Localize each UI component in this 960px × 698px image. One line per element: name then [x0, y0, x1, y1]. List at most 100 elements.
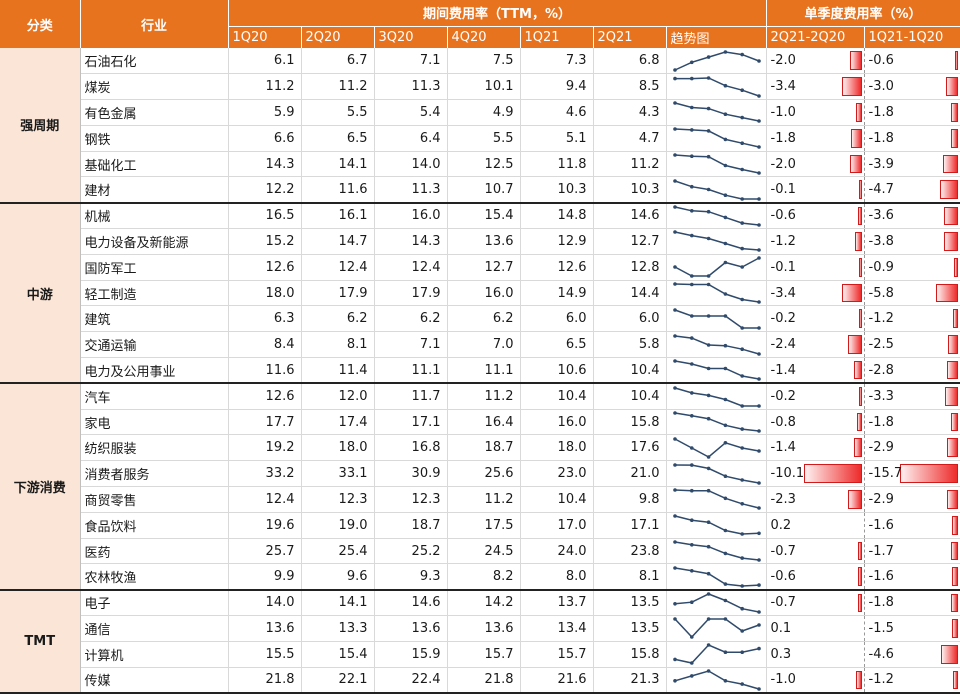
- ttm-value-cell: 16.0: [447, 280, 521, 307]
- ttm-value-cell: 15.8: [593, 641, 667, 668]
- category-cell: TMT: [0, 589, 81, 694]
- table-row: 纺织服装 19.2 18.0 16.8 18.7 18.0 17.6 -1.4 -2.9: [0, 434, 960, 462]
- ttm-value-cell: 13.6: [374, 615, 448, 642]
- trend-cell: [666, 280, 767, 307]
- ttm-value-cell: 16.0: [374, 202, 448, 230]
- ttm-value-cell: 10.4: [520, 383, 594, 410]
- ttm-value-cell: 15.7: [447, 641, 521, 668]
- industry-cell: 电力及公用事业: [80, 357, 229, 385]
- sparkline-point: [706, 314, 710, 318]
- ttm-value-cell: 17.5: [447, 512, 521, 539]
- trend-cell: [666, 305, 767, 333]
- delta-1q-value: -4.6: [868, 646, 894, 662]
- sparkline-point: [706, 342, 710, 347]
- sparkline-point: [706, 129, 710, 133]
- ttm-value-cell: 19.0: [301, 512, 375, 539]
- delta-bar: [940, 644, 958, 664]
- delta-2q-cell: -0.1: [766, 176, 865, 204]
- delta-2q-cell: -0.6: [766, 202, 865, 230]
- ttm-value-cell: 11.2: [301, 73, 375, 101]
- sparkline-point: [756, 248, 761, 253]
- delta-bar: [858, 567, 862, 586]
- ttm-value-cell: 11.1: [374, 357, 448, 385]
- delta-bar: [858, 387, 862, 406]
- sparkline-line: [674, 206, 759, 226]
- sparkline-line: [674, 489, 759, 510]
- sparkline-point: [723, 242, 727, 246]
- delta-1q-cell: -3.0: [864, 73, 960, 101]
- table-row: 医药 25.7 25.4 25.2 24.5 24.0 23.8 -0.7 -1.7: [0, 538, 960, 565]
- sparkline-point: [672, 67, 677, 72]
- table-row: 钢铁 6.6 6.5 6.4 5.5 5.1 4.7 -1.8 -1.8: [0, 125, 960, 152]
- delta-1q-cell: -1.2: [864, 305, 960, 333]
- ttm-value-cell: 14.8: [520, 202, 594, 230]
- sparkline-point: [756, 429, 761, 433]
- ttm-value-cell: 4.7: [593, 125, 667, 152]
- ttm-value-cell: 25.7: [228, 538, 302, 565]
- sparkline: [672, 565, 761, 588]
- delta-2q-value: -1.0: [770, 104, 796, 120]
- sparkline-line: [674, 593, 759, 613]
- delta-1q-value: -1.6: [868, 569, 894, 585]
- sparkline-point: [706, 466, 710, 470]
- ttm-value-cell: 17.6: [593, 434, 667, 462]
- sparkline-point: [739, 221, 744, 225]
- sparkline-line: [674, 76, 759, 97]
- sparkline-point: [723, 617, 727, 622]
- delta-1q-value: -4.7: [868, 182, 894, 198]
- sparkline: [672, 437, 761, 459]
- sparkline-point: [739, 650, 744, 655]
- delta-bar: [899, 464, 958, 484]
- sparkline: [672, 617, 761, 640]
- sparkline-point: [689, 208, 694, 213]
- sparkline-point: [706, 366, 710, 371]
- category-cell: 强周期: [0, 48, 81, 204]
- delta-2q-cell: -0.7: [766, 589, 865, 617]
- sparkline-point: [672, 282, 677, 286]
- sparkline-point: [672, 462, 677, 467]
- sparkline-point: [689, 106, 694, 110]
- sparkline: [672, 178, 761, 201]
- table-row: 交通运输 8.4 8.1 7.1 7.0 6.5 5.8 -2.4 -2.5: [0, 331, 960, 359]
- ttm-value-cell: 16.0: [520, 409, 594, 436]
- delta-2q-cell: 0.2: [766, 512, 865, 539]
- quarter-header: 1Q20: [228, 25, 302, 48]
- delta-bar: [858, 206, 862, 226]
- ttm-value-cell: 6.8: [593, 48, 667, 75]
- ttm-value-cell: 11.7: [374, 383, 448, 410]
- sparkline-point: [739, 606, 744, 611]
- delta-1q-value: -15.7: [868, 466, 903, 482]
- delta-2q-cell: -1.2: [766, 228, 865, 255]
- delta-2q-cell: -2.3: [766, 486, 865, 513]
- delta-bar: [858, 257, 862, 277]
- category-header: 分类: [0, 0, 81, 48]
- industry-cell: 交通运输: [80, 331, 229, 359]
- trend-cell: [666, 641, 767, 668]
- sparkline-point: [756, 531, 761, 536]
- sparkline-point: [706, 54, 710, 59]
- sparkline-line: [674, 179, 759, 200]
- ttm-value-cell: 10.6: [520, 357, 594, 385]
- sparkline-point: [723, 49, 727, 54]
- sparkline-point: [689, 390, 694, 395]
- delta-1q-cell: -1.8: [864, 125, 960, 152]
- sparkline-point: [689, 489, 694, 493]
- delta-bar: [857, 541, 862, 561]
- ttm-value-cell: 24.0: [520, 538, 594, 565]
- sparkline-point: [672, 127, 677, 132]
- sparkline: [672, 75, 761, 98]
- sparkline-line: [674, 257, 759, 278]
- ttm-value-cell: 17.1: [593, 512, 667, 539]
- delta-bar: [842, 283, 862, 303]
- quarter-header: 1Q21: [520, 25, 594, 48]
- table-row: 传媒 21.8 22.1 22.4 21.8 21.6 21.3 -1.0 -1.2: [0, 667, 960, 694]
- ttm-value-cell: 6.5: [301, 125, 375, 152]
- sparkline-point: [756, 558, 761, 562]
- ttm-value-cell: 13.5: [593, 589, 667, 617]
- sparkline-point: [756, 256, 761, 261]
- ttm-value-cell: 9.6: [301, 563, 375, 591]
- delta-bar: [951, 567, 958, 586]
- sparkline-point: [672, 385, 677, 390]
- sparkline-point: [689, 282, 694, 287]
- ttm-value-cell: 6.4: [374, 125, 448, 152]
